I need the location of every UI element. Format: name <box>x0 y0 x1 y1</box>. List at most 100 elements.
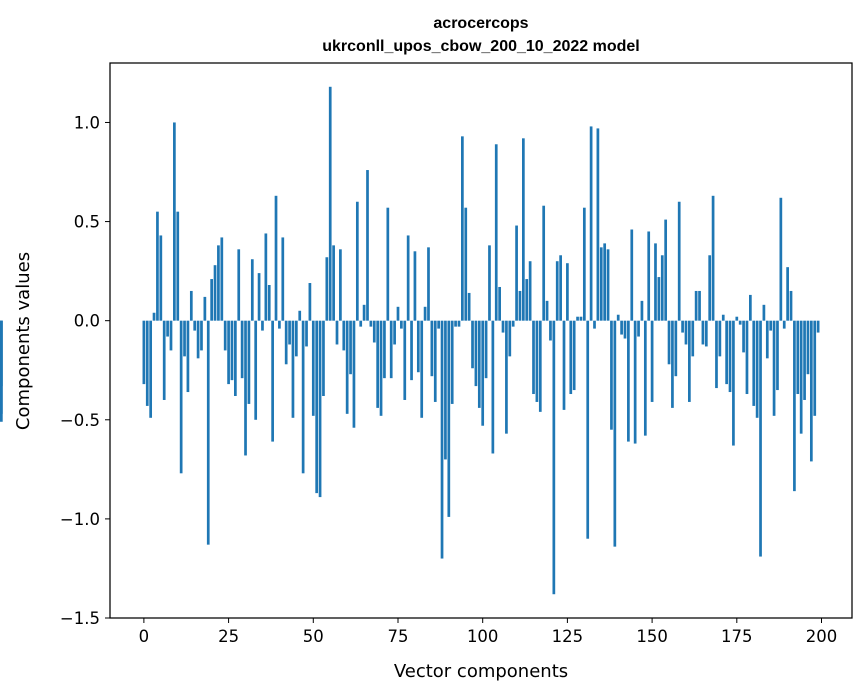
bar-component-78 <box>406 235 410 321</box>
x-axis-label: Vector components <box>394 661 568 682</box>
bar-component-25 <box>227 320 230 385</box>
bar-component-42 <box>284 320 288 365</box>
bar-component-147 <box>640 300 644 321</box>
bar-component-102 <box>488 245 491 321</box>
bar-component-38 <box>271 320 274 442</box>
bar-component-49 <box>308 283 312 321</box>
bar-component-37 <box>267 285 271 321</box>
bar-component-189 <box>782 320 786 329</box>
bar-component-178 <box>745 320 749 395</box>
bar-component-12 <box>183 320 186 357</box>
bar-component-34 <box>257 273 261 321</box>
bar-component-158 <box>677 201 681 321</box>
bar-component-190 <box>786 267 789 321</box>
bar-component-162 <box>691 320 695 357</box>
bar-component-130 <box>582 207 586 321</box>
x-axis-ticks: 0 25 50 75 100 125 150 175 200 <box>139 618 837 646</box>
bar-component-56 <box>332 245 335 321</box>
bar-component-11 <box>179 320 183 474</box>
bar-component-97 <box>471 320 474 369</box>
bar-component-175 <box>735 316 739 321</box>
bar-component-156 <box>671 320 674 408</box>
plot-area-frame <box>109 62 853 619</box>
bar-component-39 <box>274 195 278 321</box>
x-tick-label: 0 <box>139 627 150 646</box>
bar-component-44 <box>291 320 295 418</box>
bar-component-84 <box>427 247 430 321</box>
bar-component-71 <box>383 320 386 379</box>
bar-component-79 <box>410 320 413 381</box>
bar-component-40 <box>278 320 281 329</box>
bar-component-122 <box>555 261 559 321</box>
bar-component-195 <box>803 320 806 400</box>
bar-component-10 <box>176 211 180 321</box>
bar-component-92 <box>454 320 457 327</box>
bar-component-184 <box>765 320 769 359</box>
bar-component-186 <box>772 320 776 416</box>
bar-component-121 <box>552 320 556 595</box>
bar-component-55 <box>328 86 332 321</box>
bar-component-109 <box>511 320 515 327</box>
bar-component-8 <box>169 320 173 351</box>
bar-component-4 <box>156 211 159 321</box>
bar-component-160 <box>684 320 688 345</box>
bar-component-3 <box>152 312 156 321</box>
bar-component-169 <box>715 320 718 389</box>
bar-component-129 <box>579 316 583 321</box>
bar-component-183 <box>762 304 766 321</box>
y-axis-label: Components values <box>13 252 34 430</box>
bar-component-14 <box>189 290 193 321</box>
bar-component-135 <box>599 247 603 321</box>
bar-component-112 <box>522 138 525 321</box>
bar-component-107 <box>505 320 508 434</box>
bar-component-undefined <box>0 320 3 387</box>
bar-component-120 <box>549 320 552 341</box>
bar-component-20 <box>210 279 213 321</box>
y-tick-label: 0.0 <box>74 312 100 331</box>
bar-component-194 <box>799 320 803 434</box>
bar-component-15 <box>193 320 197 331</box>
bar-component-26 <box>230 320 234 381</box>
bar-component-104 <box>494 144 498 321</box>
bar-component-149 <box>647 231 651 321</box>
bar-component-115 <box>532 320 535 395</box>
bar-component-99 <box>477 320 481 408</box>
bar-component-131 <box>586 320 590 539</box>
bar-component-43 <box>288 320 291 345</box>
bar-component-98 <box>474 320 478 387</box>
bar-component-47 <box>301 320 305 474</box>
chart-title: acrocercops <box>433 15 528 32</box>
bar-component-197 <box>809 320 813 462</box>
bar-component-152 <box>657 277 661 321</box>
bar-component-74 <box>393 320 396 345</box>
y-tick-label: −1.5 <box>60 609 100 628</box>
bar-component-138 <box>610 320 613 430</box>
bar-component-116 <box>535 320 539 402</box>
bar-component-29 <box>240 320 244 379</box>
bar-component-82 <box>420 320 424 418</box>
bar-component-61 <box>349 320 352 375</box>
bar-component-182 <box>759 320 762 557</box>
bar-component-69 <box>376 320 380 408</box>
bar-component-46 <box>298 310 302 321</box>
x-tick-label: 25 <box>218 627 239 646</box>
bar-component-143 <box>627 320 630 442</box>
bar-component-7 <box>166 320 169 337</box>
x-tick-label: 100 <box>467 627 499 646</box>
bar-component-87 <box>437 320 440 329</box>
bar-component-176 <box>738 320 742 325</box>
bar-component-75 <box>396 306 400 321</box>
bar-component-33 <box>254 320 258 420</box>
bar-component-95 <box>464 207 468 321</box>
bar-component-28 <box>237 249 241 321</box>
bar-component-144 <box>630 229 634 321</box>
bar-component-141 <box>620 320 623 335</box>
bar-component-172 <box>725 320 728 385</box>
bar-component-86 <box>433 320 437 402</box>
y-tick-label: −0.5 <box>60 411 100 430</box>
bar-component-50 <box>311 320 315 416</box>
bar-component-59 <box>342 320 346 351</box>
bar-component-27 <box>234 320 237 396</box>
bar-component-96 <box>467 292 471 321</box>
